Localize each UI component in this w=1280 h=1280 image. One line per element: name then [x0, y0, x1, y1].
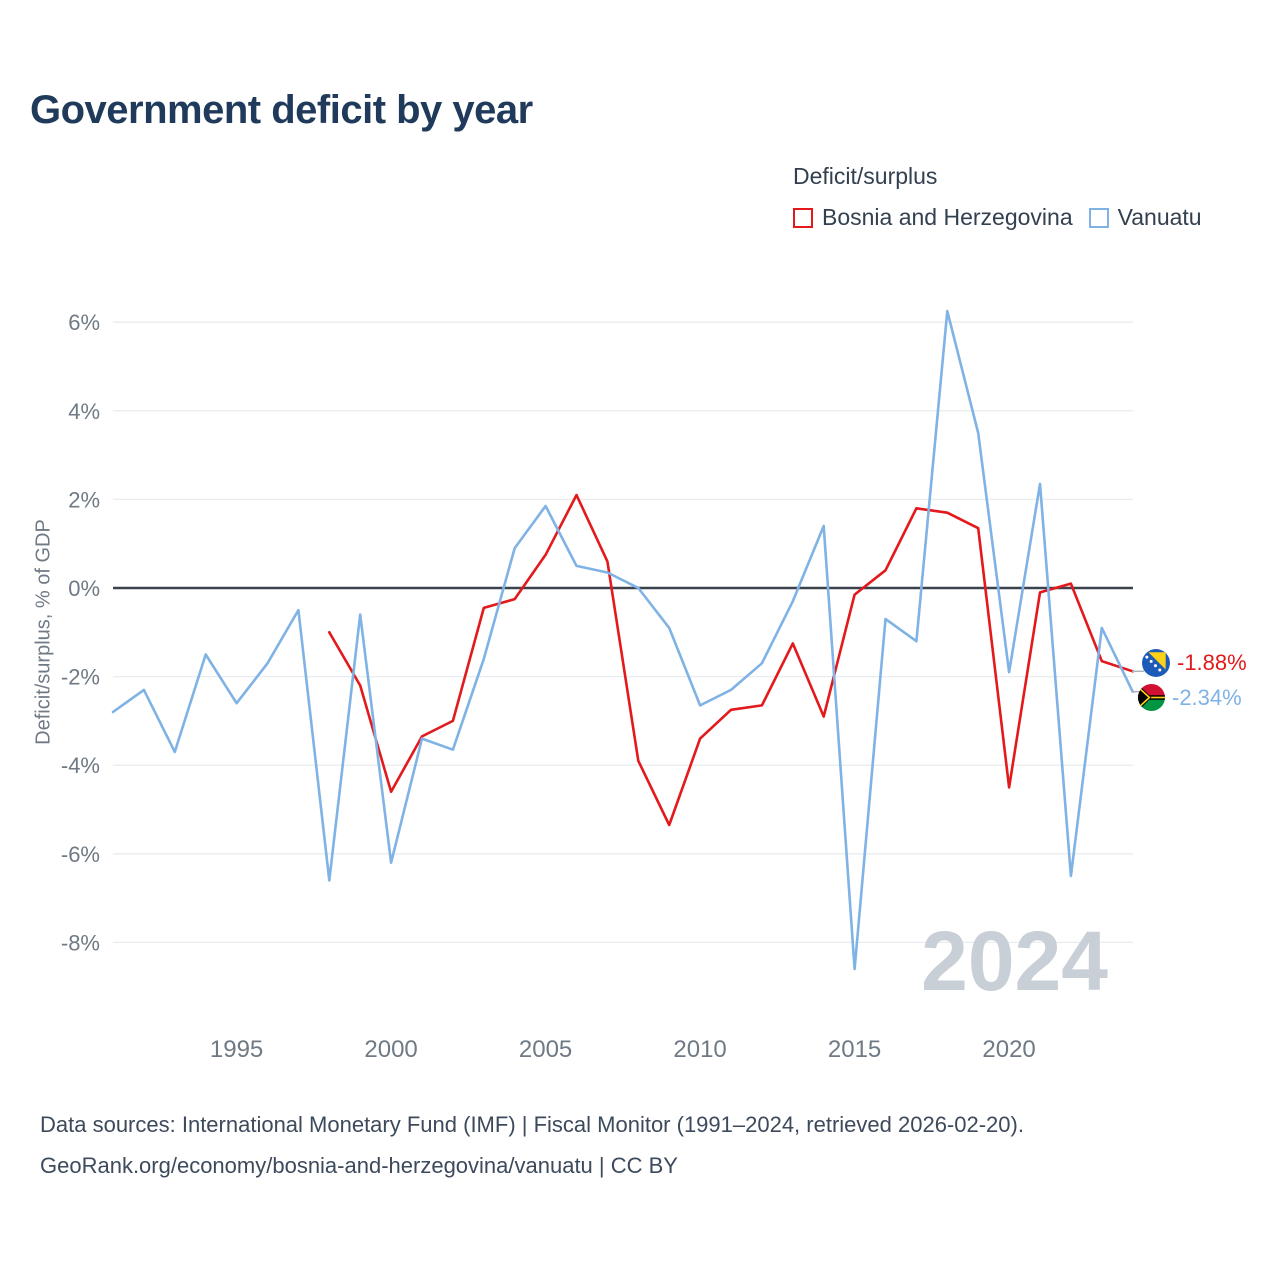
svg-text:2015: 2015	[828, 1036, 881, 1063]
svg-text:2010: 2010	[673, 1036, 726, 1063]
svg-text:-8%: -8%	[61, 930, 100, 955]
legend-title: Deficit/surplus	[793, 163, 938, 189]
svg-text:0%: 0%	[68, 576, 100, 601]
svg-text:-4%: -4%	[61, 753, 100, 778]
svg-text:6%: 6%	[68, 310, 100, 335]
legend-items: Bosnia and Herzegovina Vanuatu	[793, 204, 1202, 231]
svg-text:1995: 1995	[210, 1036, 263, 1063]
svg-text:2005: 2005	[519, 1036, 572, 1063]
data-sources-line: Data sources: International Monetary Fun…	[40, 1112, 1024, 1137]
svg-text:2020: 2020	[982, 1036, 1035, 1063]
end-label-bosnia: -1.88%	[1142, 649, 1247, 677]
legend-item-bosnia: Bosnia and Herzegovina	[793, 204, 1073, 231]
vanuatu-flag-icon	[1138, 684, 1165, 711]
svg-text:2024: 2024	[921, 914, 1108, 1008]
attribution-line: GeoRank.org/economy/bosnia-and-herzegovi…	[40, 1153, 678, 1178]
bosnia-series-swatch	[793, 207, 813, 228]
svg-text:2%: 2%	[68, 487, 100, 512]
svg-text:4%: 4%	[68, 399, 100, 424]
end-label-vanuatu: -2.34%	[1138, 684, 1242, 711]
legend-item-vanuatu: Vanuatu	[1088, 204, 1202, 231]
vanuatu-series-swatch	[1088, 207, 1109, 228]
svg-text:-6%: -6%	[61, 842, 100, 867]
chart-title: Government deficit by year	[30, 88, 533, 132]
svg-text:2000: 2000	[364, 1036, 417, 1063]
vanuatu-end-value: -2.34%	[1172, 684, 1242, 710]
bosnia-end-value: -1.88%	[1177, 650, 1247, 675]
footer: Data sources: International Monetary Fun…	[40, 1104, 1024, 1186]
legend-label-bosnia: Bosnia and Herzegovina	[822, 204, 1073, 230]
legend: Deficit/surplus Bosnia and Herzegovina V…	[793, 163, 1202, 231]
bosnia-flag-icon	[1142, 649, 1170, 677]
legend-label-vanuatu: Vanuatu	[1117, 204, 1202, 230]
y-axis-label: Deficit/surplus, % of GDP	[32, 519, 55, 745]
svg-text:-2%: -2%	[61, 665, 100, 690]
